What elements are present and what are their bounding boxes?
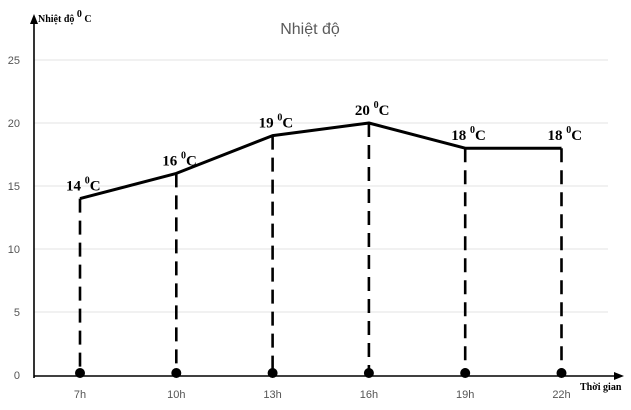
data-label-value: 18 [451,128,470,144]
data-label-value: 14 [66,179,85,195]
chart-title: Nhiệt độ [280,21,340,38]
temperature-series-line [79,121,562,201]
data-label-unit: C [90,179,101,195]
y-tick-label: 20 [8,118,20,130]
data-label-degree: 0 [277,113,282,124]
x-tick-label: 10h [167,389,185,401]
data-label-13h: 19 0C [259,113,294,132]
data-label-degree: 0 [181,150,186,161]
data-label-value: 16 [162,153,181,169]
y-tick-label: 0 [14,370,20,382]
marker-10h [171,368,182,378]
y-tick-label: 10 [8,244,20,256]
marker-16h [363,368,374,378]
data-label-7h: 14 0C [66,176,101,195]
x-axis-label: Thời gian [580,382,622,393]
y-axis-label-text: Nhiệt độ [38,14,74,25]
data-label-unit: C [475,128,486,144]
marker-22h [556,368,567,378]
data-label-degree: 0 [566,125,571,136]
x-tick-label: 7h [74,389,86,401]
marker-19h [460,368,471,378]
series-line [79,121,562,201]
y-axis-label-degree: 0 [77,9,82,20]
x-tick-label: 13h [263,389,281,401]
y-tick-label: 15 [8,181,20,193]
data-label-value: 20 [355,103,374,119]
marker-7h [75,368,85,378]
x-tick-label: 22h [552,389,570,401]
data-label-unit: C [186,153,197,169]
data-label-degree: 0 [470,125,475,136]
x-tick-label: 19h [456,389,474,401]
data-label-19h: 18 0C [451,125,486,144]
x-tick-labels: 7h 10h 13h 16h 19h 22h [74,389,571,401]
data-label-value: 19 [259,116,278,132]
y-axis-label-unit: C [84,14,91,25]
data-label-degree: 0 [374,100,379,111]
data-label-10h: 16 0C [162,150,197,169]
y-axis-label: Nhiệt độ 0 C [38,9,92,25]
y-tick-label: 25 [8,55,20,67]
drop-lines [78,123,563,373]
y-tick-label: 5 [14,307,20,319]
data-label-value: 18 [548,128,567,144]
x-tick-label: 16h [360,389,378,401]
data-label-unit: C [282,116,293,132]
data-label-16h: 20 0C [355,100,390,119]
grid [34,59,608,313]
y-tick-labels: 0 5 10 15 20 25 [8,55,20,382]
x-axis-arrowhead [614,372,624,380]
marker-13h [267,368,278,378]
y-axis-arrowhead [30,14,38,24]
data-label-degree: 0 [85,176,90,187]
axes [30,14,624,380]
data-label-unit: C [571,128,582,144]
data-label-22h: 18 0C [548,125,583,144]
markers [75,368,567,378]
data-label-unit: C [379,103,390,119]
